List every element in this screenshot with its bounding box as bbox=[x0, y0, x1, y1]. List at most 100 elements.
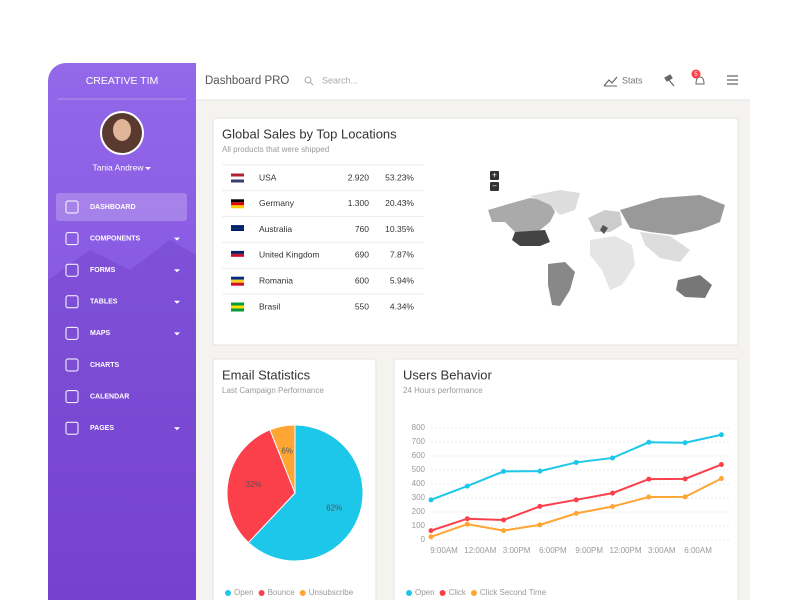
x-tick-label: 3:00AM bbox=[648, 546, 676, 555]
menu-item[interactable]: COMPONENTS bbox=[90, 235, 141, 242]
point bbox=[718, 432, 724, 438]
zoom-in-button[interactable] bbox=[490, 171, 499, 180]
point bbox=[610, 455, 615, 461]
country: Brasil bbox=[259, 301, 280, 311]
menu-icon bbox=[65, 232, 79, 246]
x-tick-label: 12:00PM bbox=[609, 546, 641, 555]
search-input[interactable]: Search... bbox=[322, 75, 358, 85]
percent: 7.87% bbox=[390, 250, 415, 260]
country: USA bbox=[259, 172, 277, 182]
y-tick-label: 100 bbox=[412, 521, 426, 530]
y-tick-label: 200 bbox=[412, 507, 426, 516]
legend-label: Unsubscribe bbox=[309, 588, 354, 597]
card-subtitle: Last Campaign Performance bbox=[222, 386, 324, 395]
world-map bbox=[488, 190, 725, 306]
menu-item[interactable]: CHARTS bbox=[90, 362, 119, 369]
legend-marker bbox=[225, 590, 231, 596]
flag bbox=[231, 250, 244, 254]
card-title: Users Behavior bbox=[403, 367, 493, 382]
y-tick-label: 500 bbox=[412, 465, 426, 474]
user-name[interactable]: Tania Andrew bbox=[92, 162, 144, 172]
caret bbox=[145, 167, 151, 170]
flag bbox=[231, 173, 244, 177]
active-item-bg bbox=[56, 193, 187, 221]
avatar-face bbox=[113, 119, 131, 141]
percent: 5.94% bbox=[390, 275, 415, 285]
y-tick-label: 600 bbox=[412, 451, 426, 460]
legend-label: Click Second Time bbox=[480, 588, 547, 597]
point bbox=[718, 462, 724, 468]
point bbox=[428, 528, 434, 534]
point bbox=[682, 440, 688, 446]
amount: 600 bbox=[355, 275, 369, 285]
menu-icon bbox=[65, 421, 79, 435]
percent: 20.43% bbox=[385, 198, 414, 208]
bell-icon[interactable] bbox=[695, 76, 705, 85]
point bbox=[646, 476, 652, 482]
flag bbox=[231, 253, 244, 257]
map-region bbox=[530, 190, 580, 215]
menu-icon bbox=[65, 390, 79, 404]
zoom-out-button[interactable] bbox=[490, 182, 499, 191]
amount: 760 bbox=[355, 224, 369, 234]
point bbox=[718, 476, 724, 482]
point bbox=[610, 490, 615, 496]
zoom-out: − bbox=[492, 182, 497, 191]
flag bbox=[231, 228, 244, 232]
amount: 1.300 bbox=[348, 198, 370, 208]
percent: 4.34% bbox=[390, 301, 415, 311]
point bbox=[573, 497, 579, 503]
legend-marker bbox=[258, 590, 265, 596]
point bbox=[537, 468, 543, 474]
menu-item[interactable]: CALENDAR bbox=[90, 393, 129, 400]
caret bbox=[174, 300, 180, 304]
menu-item[interactable]: FORMS bbox=[90, 267, 116, 274]
card-subtitle: All products that were shipped bbox=[222, 145, 329, 154]
search-icon bbox=[304, 76, 312, 84]
legend-marker bbox=[406, 590, 412, 596]
flag bbox=[231, 205, 244, 209]
menu: DASHBOARD COMPONENTS FORMS TABLES MAPS CHARTS… bbox=[65, 200, 180, 435]
amount: 550 bbox=[355, 301, 369, 311]
map-region bbox=[640, 232, 690, 262]
badge bbox=[691, 69, 701, 79]
point bbox=[501, 517, 507, 523]
x-tick-label: 6:00PM bbox=[539, 546, 567, 555]
menu-item[interactable]: PAGES bbox=[90, 425, 114, 432]
point bbox=[573, 510, 579, 516]
brand[interactable]: CREATIVE TIM bbox=[86, 75, 159, 87]
flag bbox=[231, 279, 244, 283]
point bbox=[537, 503, 543, 509]
menu-icon[interactable] bbox=[727, 75, 738, 85]
stats-link[interactable]: Stats bbox=[622, 75, 643, 85]
flag bbox=[231, 282, 244, 286]
flag bbox=[231, 179, 244, 183]
flag bbox=[231, 302, 244, 306]
menu-item[interactable]: DASHBOARD bbox=[90, 204, 136, 211]
point bbox=[501, 528, 507, 534]
map-region bbox=[590, 236, 635, 290]
point bbox=[501, 468, 507, 474]
flag bbox=[231, 276, 244, 280]
x-tick-label: 9:00PM bbox=[575, 546, 603, 555]
menu-item[interactable]: TABLES bbox=[90, 299, 118, 306]
point bbox=[646, 494, 652, 500]
tools-icon[interactable] bbox=[664, 74, 675, 87]
point bbox=[537, 522, 543, 528]
amount: 690 bbox=[355, 250, 369, 260]
y-tick-label: 800 bbox=[412, 423, 426, 432]
slice-label: 62% bbox=[326, 504, 342, 513]
y-tick-label: 400 bbox=[412, 479, 426, 488]
menu-item[interactable]: MAPS bbox=[90, 330, 111, 337]
charts: 62% 32% 6% Open Bounce Unsubscribe 0 100 200 300 4… bbox=[225, 423, 730, 597]
caret bbox=[174, 427, 180, 431]
map-region bbox=[620, 195, 725, 235]
card-subtitle: 24 Hours performance bbox=[403, 386, 483, 395]
search-icon bbox=[309, 81, 314, 86]
point bbox=[573, 459, 579, 465]
legend-label: Open bbox=[234, 588, 254, 597]
flag bbox=[231, 199, 244, 203]
flag bbox=[231, 305, 244, 309]
map-region bbox=[600, 225, 608, 234]
